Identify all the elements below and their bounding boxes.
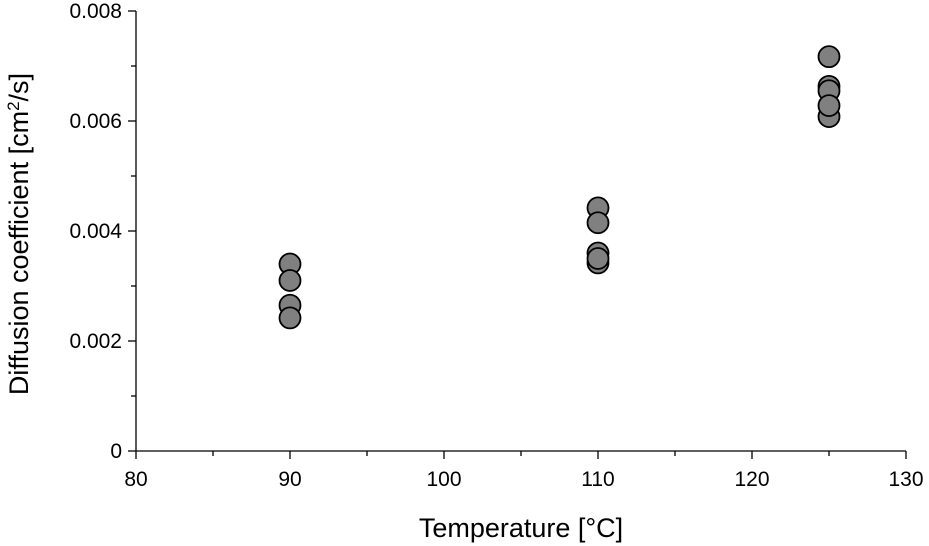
y-tick-label: 0.002 (69, 330, 122, 353)
x-tick-label: 110 (581, 468, 614, 491)
y-axis-title-main: Diffusion coefficient [cm (4, 111, 34, 395)
data-point (817, 45, 841, 69)
x-tick-label: 120 (734, 468, 769, 491)
data-point (586, 211, 610, 235)
y-axis-title-superscript: 2 (4, 101, 23, 110)
data-point (817, 94, 841, 117)
x-tick-label: 100 (426, 468, 461, 491)
y-tick-label: 0 (110, 440, 122, 463)
x-axis-title: Temperature [°C] (419, 513, 623, 543)
y-ticks: 0 0.002 0.004 0.006 0.008 (69, 0, 136, 463)
y-tick-label: 0.006 (69, 110, 122, 133)
x-tick-label: 80 (124, 468, 147, 491)
y-tick-label: 0.004 (69, 220, 122, 243)
x-tick-label: 90 (278, 468, 301, 491)
data-point (278, 306, 302, 330)
data-points (278, 45, 841, 330)
y-tick-label: 0.008 (69, 0, 122, 23)
y-axis-title: Diffusion coefficient [cm2/s] (4, 73, 34, 395)
data-point (586, 247, 610, 270)
x-ticks: 80 90 100 110 120 130 (124, 451, 924, 491)
axes (135, 11, 906, 452)
data-point (278, 269, 302, 292)
x-tick-label: 130 (888, 468, 923, 491)
y-axis-title-tail: /s] (4, 73, 34, 102)
